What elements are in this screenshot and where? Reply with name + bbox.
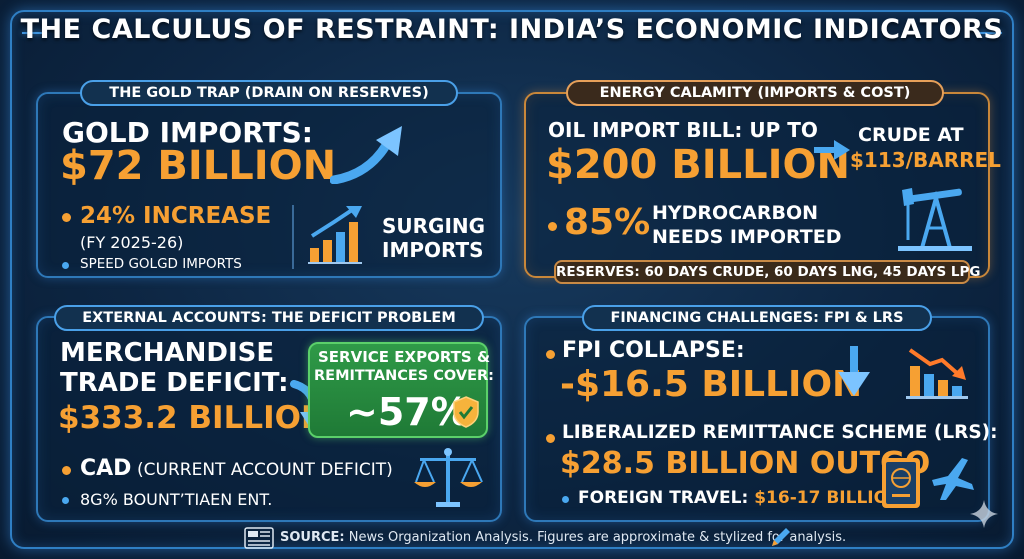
energy-share: 85%	[564, 202, 651, 243]
external-label-1: MERCHANDISE	[60, 338, 275, 368]
gold-increase-text: 24% INCREASE	[80, 203, 272, 229]
scales-icon	[414, 448, 483, 507]
title-decor-left	[22, 32, 46, 34]
gold-label: GOLD IMPORTS:	[62, 116, 313, 149]
external-header: EXTERNAL ACCOUNTS: THE DEFICIT PROBLEM	[54, 305, 484, 331]
financing-header: FINANCING CHALLENGES: FPI & LRS	[582, 305, 932, 331]
crude-label: CRUDE AT	[858, 124, 964, 146]
energy-value: $200 BILLION	[546, 142, 850, 188]
fpi-value: -$16.5 BILLION	[560, 364, 863, 405]
cad-full: (CURRENT ACCOUNT DEFICIT)	[137, 460, 393, 480]
crude-price: $113/BARREL	[850, 148, 1001, 172]
fpi-label: FPI COLLAPSE:	[562, 338, 745, 363]
cover-box	[308, 342, 488, 438]
energy-bullet	[548, 222, 557, 231]
source-text: News Organization Analysis. Figures are …	[348, 530, 847, 545]
bar-chart-down-icon	[906, 348, 968, 399]
gold-note-bullet	[62, 262, 69, 269]
gold-imports-label: IMPORTS	[382, 238, 484, 262]
external-note: 8G% BOUNT’TIAEN ENT.	[80, 490, 273, 509]
gold-value: $72 BILLION	[60, 143, 337, 189]
passport-icon	[882, 458, 920, 508]
bar-chart-up-icon	[308, 206, 362, 264]
cover-label-2: REMITTANCES COVER:	[314, 368, 494, 384]
arrow-up-icon	[330, 126, 402, 184]
gold-divider	[292, 205, 294, 269]
travel-line: FOREIGN TRAVEL: $16-17 BILLION	[578, 488, 902, 508]
energy-label: OIL IMPORT BILL: UP TO	[548, 118, 818, 142]
shield-check-icon	[453, 396, 479, 428]
gold-period: (FY 2025-26)	[80, 233, 184, 252]
energy-hydro-2: NEEDS IMPORTED	[652, 226, 842, 248]
cad-bullet	[62, 466, 71, 475]
cad-label: CAD	[80, 456, 132, 481]
page-title: THE CALCULUS OF RESTRAINT: INDIA’S ECONO…	[20, 14, 1004, 45]
news-icon	[244, 527, 274, 549]
gold-increase: 24% INCREASE	[80, 203, 271, 229]
arrow-down-icon	[838, 346, 870, 396]
cover-value: ~57%	[346, 390, 469, 434]
cover-label-1: SERVICE EXPORTS &	[318, 348, 491, 366]
external-note-bullet	[62, 497, 69, 504]
pen-icon	[772, 528, 790, 546]
lrs-value: $28.5 BILLION OUTGO	[560, 446, 931, 481]
oil-pump-icon	[898, 188, 972, 251]
gold-note: SPEED GOLGD IMPORTS	[80, 256, 242, 272]
source-line: SOURCE: News Organization Analysis. Figu…	[280, 530, 846, 545]
energy-header: ENERGY CALAMITY (IMPORTS & COST)	[566, 80, 944, 106]
travel-bullet	[562, 496, 569, 503]
external-label-2: TRADE DEFICIT:	[60, 368, 289, 398]
travel-label: FOREIGN TRAVEL:	[578, 488, 749, 508]
gold-header: THE GOLD TRAP (DRAIN ON RESERVES)	[80, 80, 458, 106]
gold-bullet	[62, 213, 71, 222]
cad-line: CAD (CURRENT ACCOUNT DEFICIT)	[80, 456, 393, 481]
energy-hydro-1: HYDROCARBON	[652, 202, 819, 224]
title-decor-right	[978, 32, 1002, 34]
sparkle-icon	[970, 500, 998, 528]
external-value: $333.2 BILLION	[58, 400, 327, 436]
lrs-bullet	[546, 434, 555, 443]
lrs-label: LIBERALIZED REMITTANCE SCHEME (LRS):	[562, 422, 998, 443]
outer-frame	[10, 10, 1014, 549]
reserves-bar: RESERVES: 60 DAYS CRUDE, 60 DAYS LNG, 45…	[554, 260, 981, 284]
arrow-right-icon	[814, 140, 850, 160]
source-label: SOURCE:	[280, 530, 345, 545]
airplane-icon	[932, 458, 974, 500]
fpi-bullet	[546, 350, 555, 359]
travel-value: $16-17 BILLION	[754, 488, 903, 508]
gold-surging: SURGING	[382, 214, 486, 238]
